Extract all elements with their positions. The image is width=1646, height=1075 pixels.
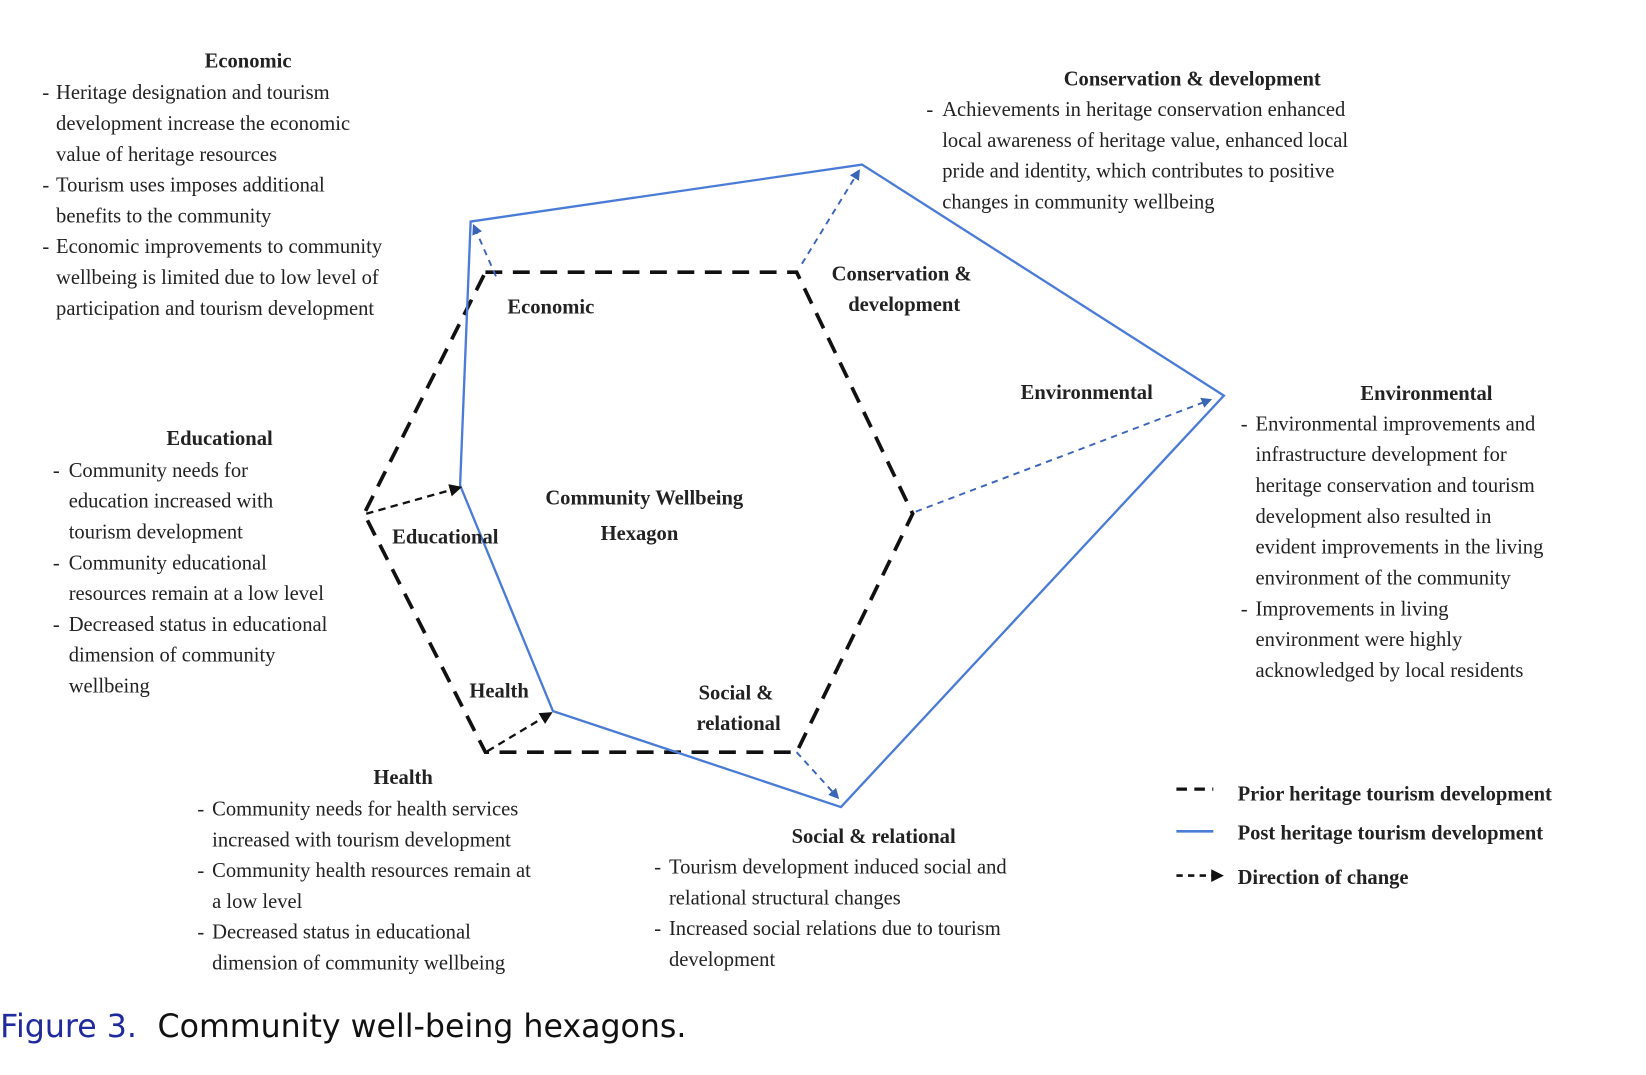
- center-label-line: Hexagon: [601, 523, 679, 545]
- block-heading: Educational: [166, 428, 273, 450]
- block-line: dimension of community: [69, 645, 276, 667]
- bullet-dash: -: [197, 798, 204, 820]
- vertex-label-line: Conservation &: [832, 264, 972, 286]
- arrow-conservation: [801, 169, 860, 265]
- block-line: Tourism development induced social and: [669, 857, 1007, 879]
- bullet-dash: -: [926, 99, 933, 121]
- block-line: Tourism uses imposes additional: [56, 175, 325, 197]
- block-line: benefits to the community: [56, 205, 272, 227]
- block-line: participation and tourism development: [56, 298, 374, 320]
- block-conservation: Conservation & development - Achievements …: [926, 68, 1348, 213]
- block-heading: Conservation & development: [1064, 68, 1321, 90]
- block-line: development also resulted in: [1256, 506, 1492, 528]
- block-heading: Economic: [205, 51, 292, 73]
- block-line: value of heritage resources: [56, 144, 277, 166]
- vertex-label-educational: Educational: [392, 526, 499, 548]
- bullet-dash: -: [654, 918, 661, 940]
- block-line: development increase the economic: [56, 113, 350, 135]
- bullet-dash: -: [197, 860, 204, 882]
- block-social: Social & relational- Tourism development …: [654, 826, 1007, 971]
- center-label-line: Community Wellbeing: [545, 487, 744, 509]
- block-line: environment were highly: [1256, 629, 1463, 651]
- block-line: evident improvements in the living: [1256, 537, 1544, 559]
- block-line: a low level: [212, 891, 302, 913]
- block-line: Increased social relations due to touris…: [669, 918, 1001, 940]
- block-line: Heritage designation and tourism: [56, 82, 330, 104]
- bullet-dash: -: [197, 922, 204, 944]
- block-line: wellbeing: [69, 675, 150, 697]
- block-line: changes in community wellbeing: [942, 191, 1214, 213]
- vertex-label-conservation: Conservation & development: [832, 264, 977, 317]
- bullet-dash: -: [53, 552, 60, 574]
- block-line: tourism development: [69, 521, 243, 543]
- block-line: Community needs for health services: [212, 798, 518, 820]
- vertex-label-economic: Economic: [507, 296, 594, 318]
- block-line: heritage conservation and tourism: [1256, 475, 1535, 497]
- block-heading: Social & relational: [792, 826, 956, 848]
- bullet-dash: -: [42, 82, 49, 104]
- bullet-dash: -: [42, 175, 49, 197]
- block-line: wellbeing is limited due to low level of: [56, 267, 379, 289]
- vertex-label-line: Social &: [699, 682, 774, 704]
- block-line: local awareness of heritage value, enhan…: [942, 130, 1348, 152]
- block-line: increased with tourism development: [212, 829, 511, 851]
- vertex-label-health: Health: [469, 680, 529, 702]
- arrow-educational: [365, 484, 463, 515]
- figure-caption: Figure 3. Community well-being hexagons.: [0, 1009, 686, 1045]
- block-educational: Educational- Community needs foreducation…: [53, 428, 328, 697]
- arrow-social: [795, 751, 840, 800]
- block-line: acknowledged by local residents: [1256, 660, 1524, 682]
- block-heading: Environmental: [1360, 383, 1492, 405]
- caption-text: Community well-being hexagons.: [158, 1009, 687, 1045]
- legend-post-label: Post heritage tourism development: [1238, 823, 1544, 845]
- arrow-economic: [472, 223, 497, 277]
- block-environmental: Environmental- Environmental improvements…: [1241, 383, 1544, 682]
- block-line: infrastructure development for: [1256, 444, 1507, 466]
- bullet-dash: -: [1241, 413, 1248, 435]
- prior-hexagon: [362, 270, 915, 755]
- bullet-dash: -: [53, 614, 60, 636]
- direction-arrows: [365, 169, 1213, 800]
- vertex-label-environmental: Environmental: [1021, 382, 1153, 404]
- bullet-dash: -: [654, 857, 661, 879]
- block-line: dimension of community wellbeing: [212, 953, 505, 975]
- bullet-dash: -: [53, 460, 60, 482]
- block-line: education increased with: [69, 491, 274, 513]
- legend-direction-label: Direction of change: [1238, 867, 1409, 889]
- vertex-label-social: Social & relational: [697, 682, 781, 735]
- legend-prior-label: Prior heritage tourism development: [1238, 784, 1552, 806]
- post-hexagon: [458, 163, 1226, 809]
- description-blocks: Economic- Heritage designation and touris…: [42, 51, 1543, 975]
- center-label: Community Wellbeing Hexagon: [545, 487, 748, 545]
- arrow-environmental: [915, 397, 1213, 513]
- legend: Prior heritage tourism development Post …: [1176, 784, 1552, 889]
- block-line: pride and identity, which contributes to…: [942, 161, 1334, 183]
- block-health: Health- Community needs for health servic…: [197, 767, 531, 975]
- block-line: resources remain at a low level: [69, 583, 324, 605]
- vertex-label-line: relational: [697, 713, 781, 735]
- vertex-label-line: development: [848, 294, 960, 316]
- block-line: Economic improvements to community: [56, 236, 383, 258]
- arrow-health: [486, 712, 553, 753]
- block-economic: Economic- Heritage designation and touris…: [42, 51, 383, 320]
- block-line: Decreased status in educational: [212, 922, 471, 944]
- block-line: Community educational: [69, 552, 267, 574]
- block-line: development: [669, 949, 775, 971]
- block-line: Achievements in heritage conservation en…: [942, 99, 1346, 121]
- block-line: Improvements in living: [1256, 598, 1449, 620]
- block-line: Environmental improvements and: [1256, 413, 1537, 435]
- block-line: Community health resources remain at: [212, 860, 531, 882]
- caption-label: Figure 3.: [0, 1009, 137, 1045]
- bullet-dash: -: [42, 236, 49, 258]
- block-line: Decreased status in educational: [69, 614, 328, 636]
- bullet-dash: -: [1241, 598, 1248, 620]
- block-heading: Health: [373, 767, 433, 789]
- block-line: Community needs for: [69, 460, 248, 482]
- block-line: relational structural changes: [669, 887, 901, 909]
- block-line: environment of the community: [1256, 567, 1512, 589]
